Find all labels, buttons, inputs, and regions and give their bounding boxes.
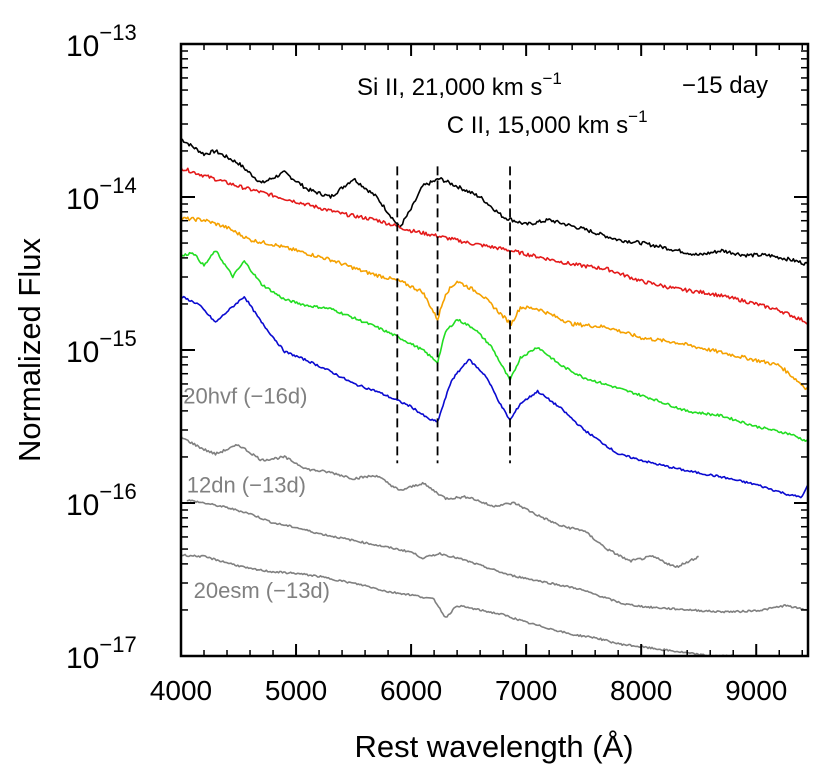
x-axis-ticks: 4000 5000 6000 7000 8000 9000 bbox=[150, 44, 803, 706]
spectrum-line-7 bbox=[186, 499, 808, 614]
spectra-lines bbox=[181, 138, 808, 656]
y-tick-label: 10−14 bbox=[66, 173, 137, 216]
spectrum-line-2 bbox=[181, 167, 808, 325]
marker-label-1: Si II, 21,000 km s−1 bbox=[357, 69, 562, 101]
spectrum-annotation-1: 20hvf (−16d) bbox=[183, 384, 307, 409]
spectrum-line-1 bbox=[181, 138, 808, 266]
spectrum-annotation-3: 20esm (−13d) bbox=[194, 578, 330, 603]
spectrum-line-6 bbox=[181, 435, 699, 569]
x-tick-label: 6000 bbox=[380, 675, 442, 706]
x-tick-label: 5000 bbox=[265, 675, 327, 706]
epoch-label: −15 day bbox=[682, 72, 768, 99]
spectrum-line-4 bbox=[181, 250, 808, 443]
spectrum-line-8 bbox=[181, 553, 734, 656]
spectrum-annotations: 20hvf (−16d) 12dn (−13d) 20esm (−13d) bbox=[183, 384, 330, 603]
line-velocity-markers: Si II, 21,000 km s−1 C II, 15,000 km s−1 bbox=[357, 69, 648, 464]
x-axis-label: Rest wavelength (Å) bbox=[354, 729, 633, 764]
x-tick-label: 9000 bbox=[725, 675, 787, 706]
y-tick-label: 10−15 bbox=[66, 326, 137, 369]
x-tick-label: 4000 bbox=[150, 675, 212, 706]
y-tick-label: 10−13 bbox=[66, 20, 137, 63]
x-tick-label: 8000 bbox=[610, 675, 672, 706]
y-axis-label: Normalized Flux bbox=[12, 238, 47, 462]
spectrum-line-3 bbox=[181, 216, 808, 391]
spectrum-line-5 bbox=[181, 295, 808, 499]
y-tick-label: 10−17 bbox=[66, 632, 137, 675]
spectrum-annotation-2: 12dn (−13d) bbox=[187, 472, 306, 497]
x-tick-label: 7000 bbox=[495, 675, 557, 706]
marker-label-2: C II, 15,000 km s−1 bbox=[447, 107, 648, 139]
y-tick-label: 10−16 bbox=[66, 479, 137, 522]
